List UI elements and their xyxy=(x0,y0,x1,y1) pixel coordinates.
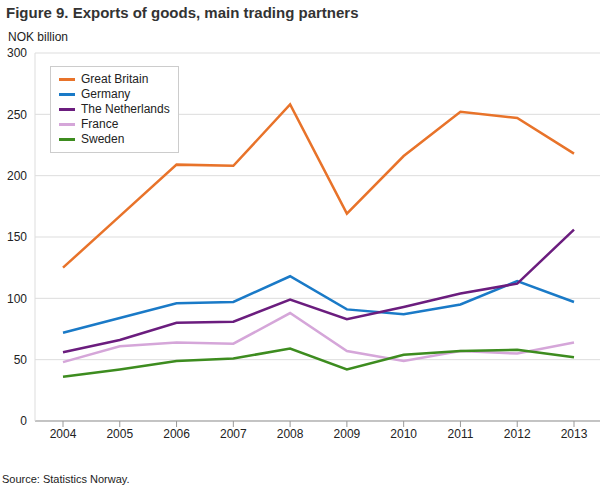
html-text:Sweden: Sweden xyxy=(81,132,125,146)
html-text:France: France xyxy=(81,117,119,131)
svg-text:50: 50 xyxy=(14,353,28,367)
svg-text:300: 300 xyxy=(8,46,27,60)
svg-text:2004: 2004 xyxy=(50,427,77,441)
svg-text:2005: 2005 xyxy=(106,427,133,441)
svg-text:0: 0 xyxy=(20,414,27,428)
svg-text:2012: 2012 xyxy=(504,427,531,441)
svg-text:2006: 2006 xyxy=(163,427,190,441)
svg-text:200: 200 xyxy=(8,169,27,183)
html-text:Great Britain: Great Britain xyxy=(81,72,149,86)
html-text:Figure 9. Exports of goods, ma: Figure 9. Exports of goods, main trading… xyxy=(6,4,359,21)
svg-text:2009: 2009 xyxy=(334,427,361,441)
svg-text:2010: 2010 xyxy=(390,427,417,441)
svg-text:2013: 2013 xyxy=(561,427,588,441)
svg-text:250: 250 xyxy=(8,108,27,122)
html-text:The Netherlands: The Netherlands xyxy=(81,102,170,116)
svg-text:2011: 2011 xyxy=(448,427,474,441)
svg-text:100: 100 xyxy=(8,292,27,306)
svg-text:2008: 2008 xyxy=(277,427,304,441)
html-text:Source: Statistics Norway.: Source: Statistics Norway. xyxy=(2,473,130,485)
html-text:Germany: Germany xyxy=(81,87,131,101)
html-text:NOK billion: NOK billion xyxy=(8,30,68,44)
svg-text:2007: 2007 xyxy=(220,427,247,441)
svg-text:150: 150 xyxy=(8,230,27,244)
